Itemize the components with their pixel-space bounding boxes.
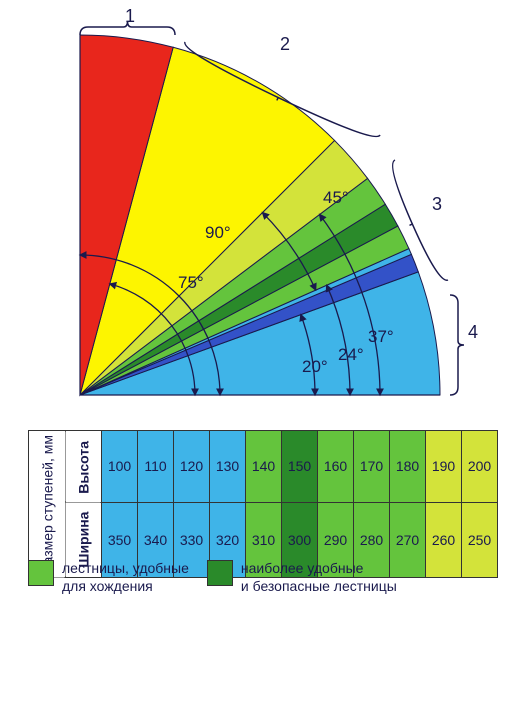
cell: 140 [246, 431, 282, 503]
legend-line2: для хождения [62, 578, 153, 594]
svg-text:90°: 90° [205, 223, 231, 242]
cell: 150 [282, 431, 318, 503]
svg-text:75°: 75° [178, 273, 204, 292]
cell: 100 [102, 431, 138, 503]
legend-text: лестницы, удобные для хождения [62, 560, 189, 595]
cell: 110 [138, 431, 174, 503]
table-main-label: Размер ступеней, мм [29, 431, 66, 578]
cell: 130 [210, 431, 246, 503]
chart-svg: 90° 75° 45° 20° 24°37° 1 2 3 4 [0, 0, 525, 420]
legend-line1: лестницы, удобные [62, 560, 189, 576]
svg-text:4: 4 [468, 322, 478, 342]
row-label-height: Высота [65, 431, 102, 503]
legend-swatch [28, 560, 54, 586]
cell: 160 [318, 431, 354, 503]
svg-text:37°: 37° [368, 327, 394, 346]
sector-chart: 90° 75° 45° 20° 24°37° 1 2 3 4 [0, 0, 525, 420]
legend: лестницы, удобные для хождения наиболее … [28, 560, 498, 595]
cell: 170 [354, 431, 390, 503]
diagram-container: 90° 75° 45° 20° 24°37° 1 2 3 4 Размер ступеней, … [0, 0, 525, 703]
legend-line1: наиболее удобные [241, 560, 364, 576]
cell: 120 [174, 431, 210, 503]
legend-text: наиболее удобные и безопасные лестницы [241, 560, 397, 595]
svg-text:24°: 24° [338, 345, 364, 364]
legend-line2: и безопасные лестницы [241, 578, 397, 594]
legend-item-safest: наиболее удобные и безопасные лестницы [207, 560, 397, 595]
svg-text:1: 1 [125, 6, 135, 26]
cell: 200 [462, 431, 498, 503]
svg-text:20°: 20° [302, 357, 328, 376]
step-size-table: Размер ступеней, мм Высота 100 110 120 1… [28, 430, 498, 578]
svg-text:3: 3 [432, 194, 442, 214]
legend-item-comfortable: лестницы, удобные для хождения [28, 560, 189, 595]
cell: 190 [426, 431, 462, 503]
svg-text:45°: 45° [323, 188, 349, 207]
svg-text:2: 2 [280, 34, 290, 54]
legend-swatch [207, 560, 233, 586]
cell: 180 [390, 431, 426, 503]
